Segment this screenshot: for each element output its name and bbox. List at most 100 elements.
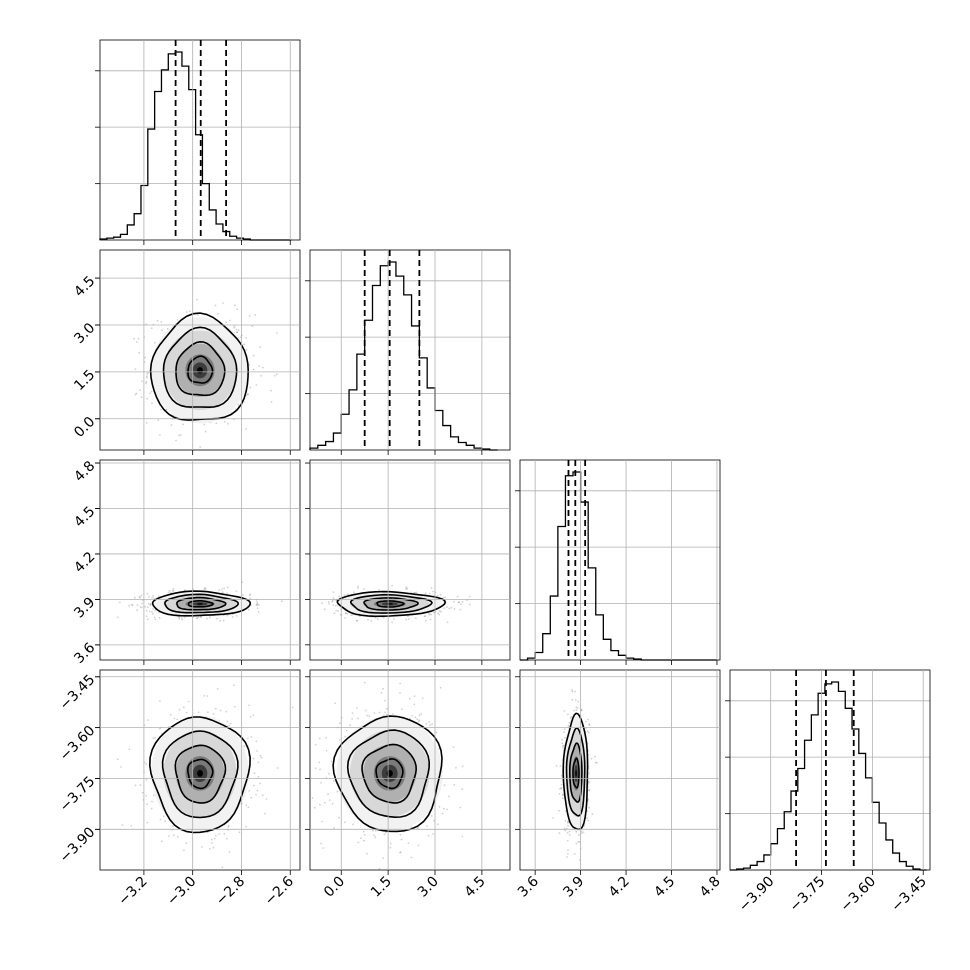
scatter-point bbox=[564, 829, 567, 832]
panel-frame bbox=[729, 669, 931, 871]
contour-line bbox=[562, 712, 589, 831]
scatter-point bbox=[566, 839, 569, 842]
x-tick-label: 1.5 bbox=[368, 874, 395, 901]
y-tick-label: 0.0 bbox=[71, 414, 98, 441]
scatter-point bbox=[270, 401, 273, 403]
scatter-point bbox=[428, 592, 431, 595]
pair-panel-p0-p3 bbox=[95, 669, 301, 871]
scatter-point bbox=[226, 720, 229, 723]
scatter-point bbox=[249, 593, 252, 595]
contour-line bbox=[361, 743, 418, 804]
scatter-point bbox=[147, 719, 150, 721]
panel-frame bbox=[99, 669, 301, 871]
scatter-point bbox=[333, 612, 336, 615]
scatter-point bbox=[243, 745, 246, 747]
scatter-point bbox=[429, 618, 432, 621]
scatter-point bbox=[164, 820, 167, 823]
scatter-point bbox=[587, 798, 590, 800]
scatter-point bbox=[372, 829, 374, 832]
scatter-point bbox=[344, 735, 347, 738]
scatter-point bbox=[152, 613, 154, 615]
scatter-point bbox=[178, 708, 181, 711]
scatter-point bbox=[159, 700, 161, 702]
scatter-point bbox=[235, 590, 238, 593]
scatter-point bbox=[351, 613, 354, 616]
scatter-point bbox=[212, 846, 215, 849]
scatter-point bbox=[146, 606, 149, 608]
scatter-point bbox=[588, 788, 591, 791]
scatter-point bbox=[210, 842, 213, 844]
scatter-point bbox=[173, 717, 176, 720]
scatter-point bbox=[443, 607, 446, 609]
scatter-point bbox=[256, 603, 258, 606]
scatter-point bbox=[255, 793, 257, 796]
contour-line bbox=[148, 716, 251, 834]
scatter-point bbox=[222, 302, 224, 304]
scatter-point bbox=[442, 807, 445, 810]
scatter-point bbox=[330, 760, 333, 763]
scatter-point bbox=[321, 820, 323, 823]
scatter-point bbox=[575, 842, 578, 845]
scatter-point bbox=[248, 364, 251, 366]
scatter-point bbox=[216, 617, 218, 620]
scatter-point bbox=[588, 789, 590, 792]
scatter-point bbox=[405, 618, 408, 621]
scatter-point bbox=[247, 608, 250, 611]
scatter-point bbox=[210, 838, 213, 841]
scatter-point bbox=[227, 824, 230, 827]
scatter-point bbox=[265, 798, 268, 800]
scatter-point bbox=[217, 312, 220, 315]
scatter-point bbox=[428, 612, 430, 615]
scatter-point bbox=[151, 596, 154, 599]
scatter-point bbox=[152, 794, 155, 797]
scatter-point bbox=[255, 740, 258, 743]
scatter-point bbox=[575, 709, 578, 712]
scatter-point bbox=[327, 793, 329, 796]
scatter-point bbox=[459, 608, 462, 611]
scatter-point bbox=[446, 606, 448, 608]
density-fill bbox=[386, 603, 393, 605]
scatter-point bbox=[222, 619, 225, 622]
scatter-point bbox=[576, 707, 579, 709]
scatter-point bbox=[561, 742, 564, 745]
contour-line bbox=[187, 600, 214, 608]
scatter-point bbox=[165, 408, 168, 411]
x-tick-label: −3.2 bbox=[115, 874, 150, 909]
scatter-point bbox=[444, 596, 447, 599]
scatter-point bbox=[580, 709, 583, 711]
scatter-point bbox=[385, 707, 388, 710]
scatter-point bbox=[384, 699, 386, 702]
scatter-point bbox=[338, 816, 340, 819]
scatter-point bbox=[250, 796, 253, 799]
scatter-point bbox=[225, 321, 228, 324]
scatter-point bbox=[128, 604, 131, 607]
scatter-point bbox=[586, 730, 589, 733]
x-tick-label: −3.90 bbox=[736, 874, 778, 916]
scatter-point bbox=[248, 594, 251, 597]
scatter-point bbox=[137, 337, 140, 340]
scatter-point bbox=[260, 756, 263, 759]
scatter-point bbox=[404, 587, 407, 590]
scatter-point bbox=[145, 422, 148, 424]
scatter-point bbox=[346, 593, 349, 595]
scatter-point bbox=[248, 790, 251, 792]
scatter-point bbox=[150, 327, 153, 330]
scatter-point bbox=[391, 621, 393, 624]
scatter-point bbox=[150, 807, 153, 810]
scatter-point bbox=[237, 329, 240, 332]
scatter-point bbox=[378, 711, 381, 714]
grid bbox=[520, 670, 720, 870]
x-tick-label: −3.0 bbox=[164, 874, 199, 909]
x-tick-label: −2.6 bbox=[262, 873, 297, 908]
scatter-point bbox=[364, 709, 367, 712]
scatter-point bbox=[318, 737, 321, 740]
contour-line bbox=[151, 590, 252, 617]
scatter-point bbox=[157, 595, 160, 598]
scatter-point bbox=[173, 834, 175, 837]
scatter-point bbox=[558, 832, 561, 835]
scatter-point bbox=[260, 374, 263, 377]
scatter-point bbox=[428, 613, 431, 616]
scatter-point bbox=[461, 600, 464, 603]
scatter-point bbox=[453, 784, 456, 786]
contour-line bbox=[186, 758, 214, 790]
